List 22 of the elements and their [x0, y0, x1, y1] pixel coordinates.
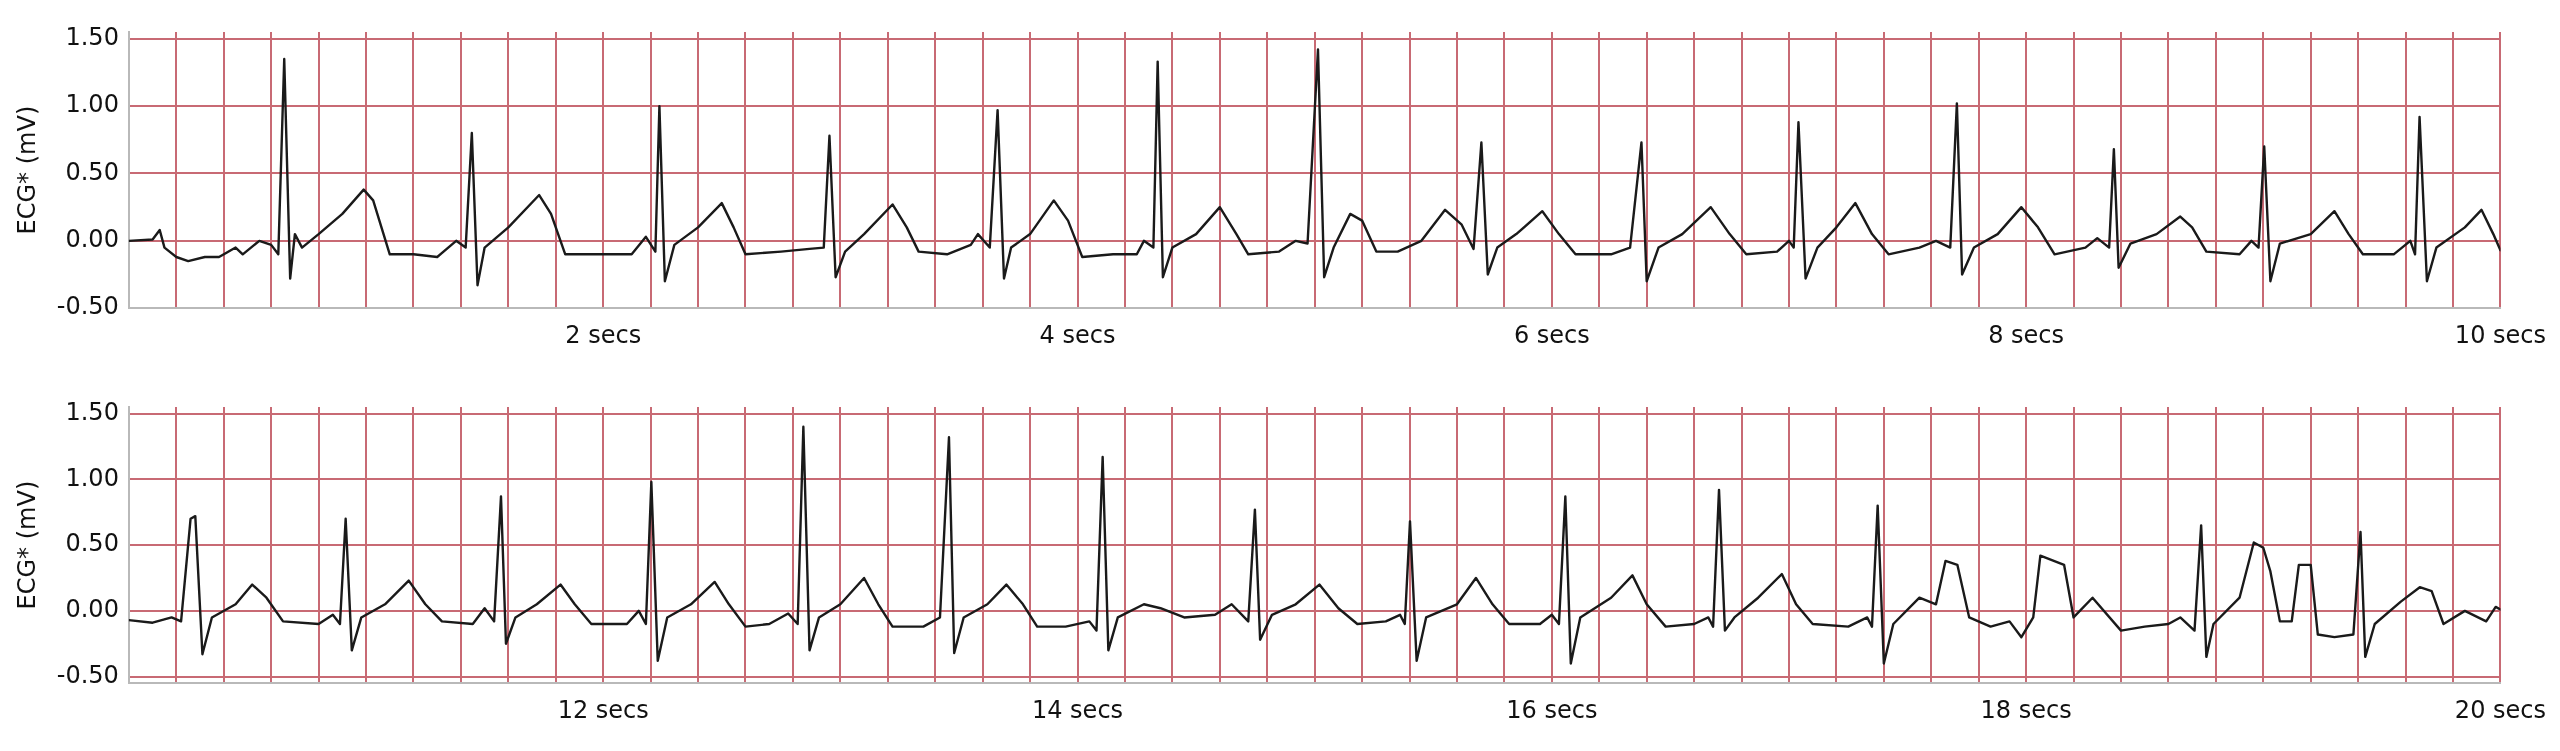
y-axis-title: ECG* (mV) [12, 105, 41, 235]
y-tick-label: 0.50 [65, 529, 119, 558]
y-tick-label: 1.00 [65, 90, 119, 119]
x-tick-label: 2 secs [565, 320, 642, 349]
y-tick-label: -0.50 [56, 660, 119, 689]
x-tick-label: 4 secs [1039, 320, 1116, 349]
x-tick-label: 10 secs [2454, 320, 2546, 349]
y-tick-label: 0.00 [65, 225, 119, 254]
y-tick-label: 1.50 [65, 397, 119, 426]
y-tick-label: -0.50 [56, 292, 119, 321]
x-tick-label: 16 secs [1506, 695, 1598, 724]
y-tick-label: 1.50 [65, 22, 119, 51]
x-tick-label: 12 secs [557, 695, 649, 724]
y-tick-label: 0.50 [65, 157, 119, 186]
y-tick-label: 1.00 [65, 463, 119, 492]
y-tick-label: 0.00 [65, 595, 119, 624]
y-axis-title: ECG* (mV) [12, 480, 41, 610]
x-tick-label: 14 secs [1031, 695, 1124, 724]
x-tick-label: 6 secs [1513, 320, 1590, 349]
x-tick-label: 20 secs [2454, 695, 2546, 724]
x-tick-label: 18 secs [1980, 695, 2072, 724]
x-tick-label: 8 secs [1988, 320, 2065, 349]
